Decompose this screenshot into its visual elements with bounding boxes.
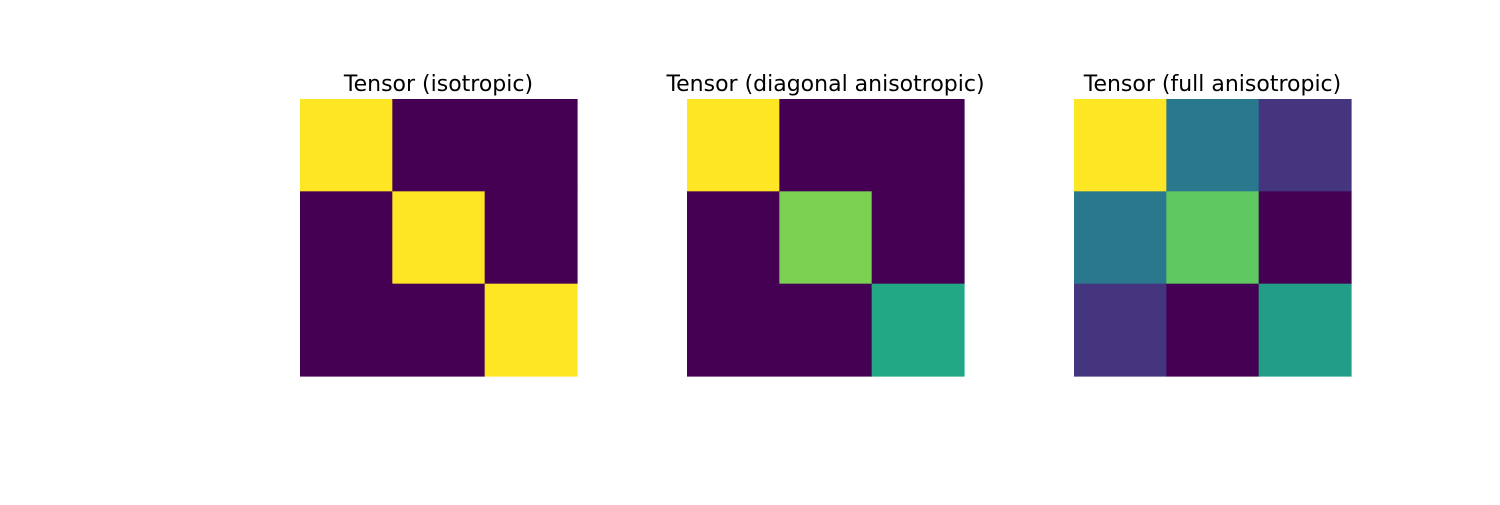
panel-title: Tensor (full anisotropic) bbox=[1083, 72, 1342, 97]
heatmap-cell-r1-c0 bbox=[300, 191, 393, 285]
panel-title: Tensor (isotropic) bbox=[343, 72, 533, 97]
heatmap-cell-r2-c0 bbox=[1074, 283, 1167, 377]
heatmap-cell-r1-c0 bbox=[687, 191, 780, 285]
heatmap-cell-r2-c1 bbox=[392, 283, 486, 377]
heatmap-cell-r2-c2 bbox=[484, 283, 578, 377]
heatmap-panel-2: Tensor (diagonal anisotropic) bbox=[665, 72, 985, 377]
heatmap-cell-r1-c1 bbox=[392, 191, 486, 285]
heatmap-cell-r2-c2 bbox=[1258, 283, 1352, 377]
heatmap-cell-r2-c0 bbox=[300, 283, 393, 377]
heatmap-cell-r0-c0 bbox=[687, 99, 780, 192]
heatmap-cell-r0-c2 bbox=[484, 99, 578, 192]
heatmap-cell-r2-c1 bbox=[779, 283, 873, 377]
panel-title: Tensor (diagonal anisotropic) bbox=[665, 72, 984, 97]
heatmap-cell-r1-c0 bbox=[1074, 191, 1167, 285]
heatmap-cell-r0-c1 bbox=[779, 99, 873, 192]
heatmap-cell-r1-c1 bbox=[1166, 191, 1260, 285]
heatmap-panel-1: Tensor (isotropic) bbox=[300, 72, 578, 377]
heatmap-cell-r0-c2 bbox=[871, 99, 965, 192]
heatmap-cell-r1-c2 bbox=[1258, 191, 1352, 285]
heatmap-cell-r1-c2 bbox=[484, 191, 578, 285]
heatmap-cell-r2-c1 bbox=[1166, 283, 1260, 377]
heatmap-panel-3: Tensor (full anisotropic) bbox=[1074, 72, 1352, 377]
heatmap-cell-r1-c2 bbox=[871, 191, 965, 285]
heatmap-cell-r0-c0 bbox=[1074, 99, 1167, 192]
heatmap-cell-r0-c1 bbox=[392, 99, 486, 192]
heatmap-cell-r1-c1 bbox=[779, 191, 873, 285]
heatmap-cell-r0-c0 bbox=[300, 99, 393, 192]
heatmap-cell-r2-c0 bbox=[687, 283, 780, 377]
heatmap-cell-r0-c2 bbox=[1258, 99, 1352, 192]
heatmap-cell-r2-c2 bbox=[871, 283, 965, 377]
heatmap-cell-r0-c1 bbox=[1166, 99, 1260, 192]
